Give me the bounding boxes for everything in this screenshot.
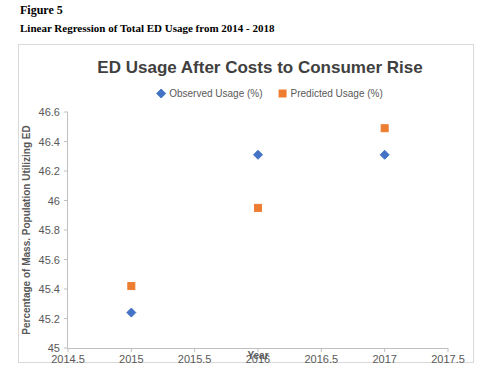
x-tick: [448, 348, 449, 352]
y-tick-label: 45.4: [39, 283, 60, 295]
legend-label: Predicted Usage (%): [291, 88, 383, 99]
y-tick: [64, 230, 68, 231]
y-tick-label: 45.8: [39, 224, 60, 236]
x-tick: [68, 348, 69, 352]
chart-title: ED Usage After Costs to Consumer Rise: [97, 58, 422, 77]
y-tick: [64, 112, 68, 113]
x-tick: [384, 348, 385, 352]
x-tick-label: 2016.5: [305, 353, 339, 365]
y-tick: [64, 289, 68, 290]
y-axis-label: Percentage of Mass. Population Utilizing…: [21, 125, 32, 334]
y-tick: [64, 318, 68, 319]
legend-label: Observed Usage (%): [169, 88, 262, 99]
x-axis-label: Year: [247, 350, 268, 361]
x-tick: [131, 348, 132, 352]
y-tick-label: 46.2: [39, 165, 60, 177]
y-tick-label: 46.4: [39, 136, 60, 148]
y-tick: [64, 171, 68, 172]
y-tick-label: 45.6: [39, 254, 60, 266]
chart-frame: [19, 45, 474, 363]
data-point: [128, 283, 135, 290]
x-tick-label: 2015: [119, 353, 143, 365]
y-tick: [64, 259, 68, 260]
y-tick: [64, 348, 68, 349]
y-tick-label: 46: [48, 195, 60, 207]
data-point: [127, 308, 136, 317]
figure: Figure 5 Linear Regression of Total ED Us…: [0, 0, 480, 371]
y-tick: [64, 200, 68, 201]
x-tick-label: 2017: [372, 353, 396, 365]
data-point: [254, 150, 263, 159]
x-tick-label: 2014.5: [51, 353, 85, 365]
x-tick: [194, 348, 195, 352]
y-tick-label: 45.2: [39, 313, 60, 325]
y-tick: [64, 141, 68, 142]
legend-marker: [157, 89, 166, 98]
legend-marker: [279, 90, 286, 97]
data-point: [255, 204, 262, 211]
figure-caption: Linear Regression of Total ED Usage from…: [20, 22, 275, 34]
marks-group: [127, 125, 389, 317]
data-point: [380, 150, 389, 159]
x-tick-label: 2017.5: [431, 353, 465, 365]
y-tick-label: 46.6: [39, 106, 60, 118]
x-tick: [321, 348, 322, 352]
figure-label: Figure 5: [20, 3, 63, 17]
legend: Observed Usage (%) Predicted Usage (%): [157, 88, 383, 99]
x-tick-label: 2015.5: [178, 353, 212, 365]
data-point: [381, 125, 388, 132]
